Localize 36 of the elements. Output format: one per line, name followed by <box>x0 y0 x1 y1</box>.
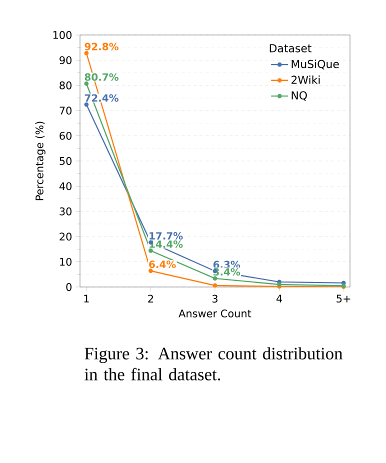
x-tick-label: 2 <box>148 294 153 303</box>
point <box>84 102 89 107</box>
x-tick-label: 3 <box>212 294 218 303</box>
data-label: 92.8% <box>84 42 118 50</box>
y-tick-label: 20 <box>60 232 72 241</box>
point <box>148 268 153 274</box>
y-tick-label: 80 <box>60 81 72 90</box>
y-tick-label: 10 <box>60 258 72 266</box>
point <box>84 81 89 86</box>
y-tick-label: 30 <box>60 207 72 216</box>
legend-label: NQ <box>292 91 307 101</box>
y-tick-label: 90 <box>60 56 72 64</box>
point <box>148 248 153 253</box>
data-label: 80.7% <box>84 73 118 81</box>
data-label: 72.4% <box>84 94 118 102</box>
y-tick-label: 60 <box>60 132 72 140</box>
point <box>84 50 89 56</box>
x-axis-title: Answer Count <box>178 310 252 318</box>
legend-label: 2Wiki <box>292 75 320 84</box>
y-tick-label: 50 <box>60 157 72 165</box>
caption: Figure 3: Answer count distribution in the final dataset. <box>84 347 343 380</box>
data-label: 17.7% <box>150 232 183 240</box>
legend-label: MuSiQue <box>292 60 339 70</box>
y-axis-title: Percentage (%) <box>35 122 46 200</box>
y-tick-label: 70 <box>60 106 72 115</box>
y-tick-label: 40 <box>59 182 72 190</box>
x-tick-label: 5+ <box>336 294 350 303</box>
data-label: 3.4% <box>213 268 240 276</box>
point <box>212 283 218 288</box>
data-label: 6.4% <box>149 260 176 268</box>
x-tick-label: 4 <box>276 294 282 302</box>
legend-title: Dataset <box>270 44 312 52</box>
x-tick-label: 1 <box>84 294 89 302</box>
point <box>212 276 218 281</box>
y-tick-label: 0 <box>66 283 72 291</box>
y-tick-label: 100 <box>53 31 72 39</box>
